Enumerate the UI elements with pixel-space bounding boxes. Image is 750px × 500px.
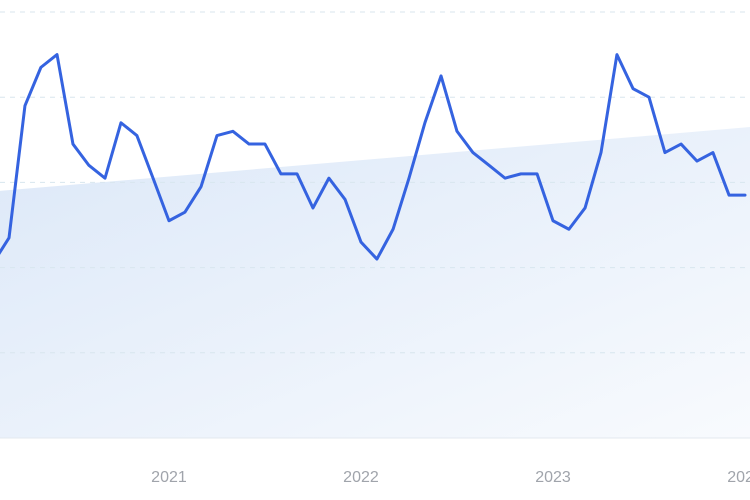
x-tick-label: 2021 [151, 469, 187, 486]
x-tick-label: 2024 [727, 469, 750, 486]
x-tick-label: 2022 [343, 469, 379, 486]
line-series [0, 53, 747, 261]
trend-area [0, 127, 750, 439]
x-tick-label: 2023 [535, 469, 571, 486]
